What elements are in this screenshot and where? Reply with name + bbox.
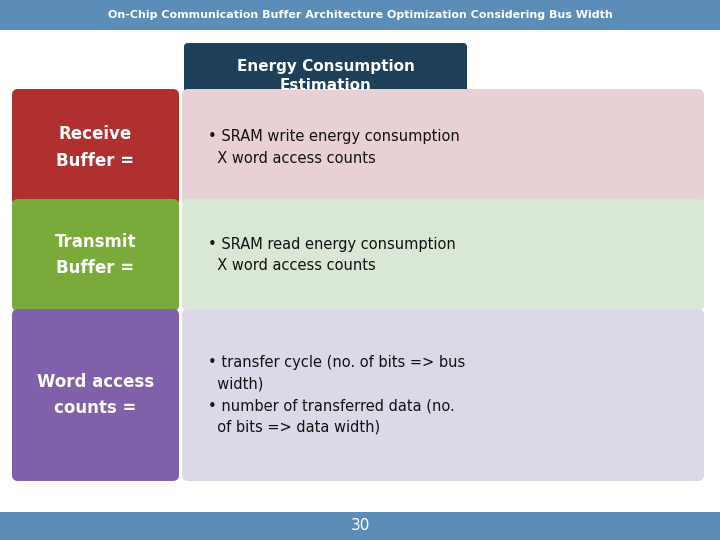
FancyBboxPatch shape (182, 309, 704, 481)
Text: Energy Consumption
Estimation: Energy Consumption Estimation (237, 59, 415, 93)
Text: • transfer cycle (no. of bits => bus
  width)
• number of transferred data (no.
: • transfer cycle (no. of bits => bus wid… (208, 355, 465, 435)
Text: 30: 30 (351, 518, 369, 534)
FancyBboxPatch shape (0, 512, 720, 540)
FancyBboxPatch shape (184, 43, 467, 109)
FancyBboxPatch shape (0, 30, 720, 512)
Text: Word access
counts =: Word access counts = (37, 373, 154, 417)
FancyBboxPatch shape (12, 309, 179, 481)
FancyBboxPatch shape (182, 89, 704, 206)
Text: Receive
Buffer =: Receive Buffer = (56, 125, 135, 170)
FancyBboxPatch shape (0, 0, 720, 30)
Text: • SRAM write energy consumption
  X word access counts: • SRAM write energy consumption X word a… (208, 129, 460, 166)
Text: • SRAM read energy consumption
  X word access counts: • SRAM read energy consumption X word ac… (208, 237, 456, 273)
Text: On-Chip Communication Buffer Architecture Optimization Considering Bus Width: On-Chip Communication Buffer Architectur… (107, 10, 613, 20)
Text: Transmit
Buffer =: Transmit Buffer = (55, 233, 136, 277)
FancyBboxPatch shape (182, 199, 704, 311)
FancyBboxPatch shape (12, 199, 179, 311)
FancyBboxPatch shape (12, 89, 179, 206)
